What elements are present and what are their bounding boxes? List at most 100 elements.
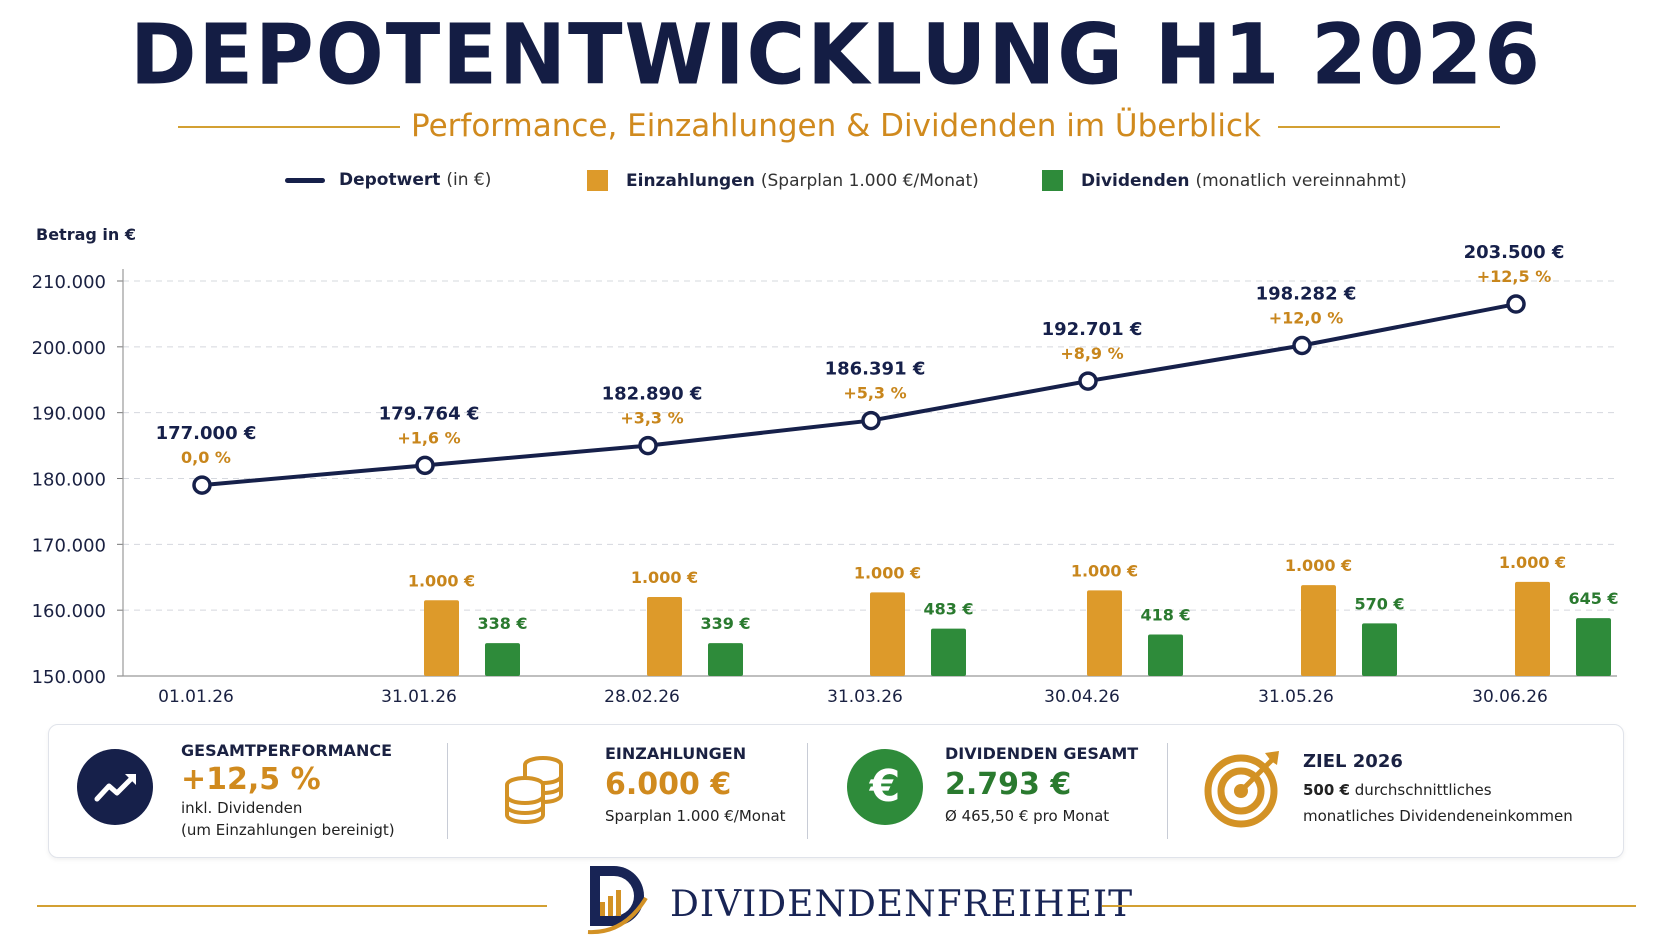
einzahlung-bar-label: 1.000 € (1285, 556, 1352, 575)
logo-icon (584, 862, 654, 938)
target-icon (1201, 745, 1287, 831)
trend-up-icon (77, 749, 153, 825)
footer-divider-left (37, 905, 547, 907)
depotwert-pct-label: +1,6 % (397, 428, 460, 447)
card-deposits: EINZAHLUNGEN 6.000 € Sparplan 1.000 €/Mo… (449, 725, 809, 857)
depotwert-pct-label: +3,3 % (620, 409, 683, 428)
page-subtitle: Performance, Einzahlungen & Dividenden i… (411, 108, 1261, 144)
coins-icon (495, 749, 575, 829)
einzahlung-bar (870, 592, 905, 676)
x-tick-label: 31.03.26 (827, 687, 903, 707)
card-dividends: € DIVIDENDEN GESAMT 2.793 € Ø 465,50 € p… (809, 725, 1169, 857)
dividende-bar-label: 418 € (1140, 606, 1190, 625)
legend-line-swatch (285, 177, 325, 183)
svg-text:€: € (869, 761, 901, 812)
x-tick-label: 30.04.26 (1044, 687, 1120, 707)
goal-value: 500 € (1303, 781, 1350, 799)
x-tick-label: 28.02.26 (604, 687, 680, 707)
card-goal: ZIEL 2026 500 € durchschnittliches monat… (1169, 725, 1623, 857)
y-tick-label: 160.000 (32, 601, 106, 622)
einzahlung-bar-label: 1.000 € (1071, 561, 1138, 580)
legend-einzahlungen: Einzahlungen (Sparplan 1.000 €/Monat) (587, 170, 979, 191)
legend-gold-swatch (587, 170, 608, 191)
depotwert-value-label: 182.890 € (602, 384, 703, 405)
dividende-bar-label: 338 € (477, 614, 527, 633)
einzahlung-bar (647, 597, 682, 676)
depotwert-value-label: 192.701 € (1042, 319, 1143, 340)
depotwert-point (192, 475, 212, 495)
performance-sub1: inkl. Dividenden (181, 799, 303, 817)
x-tick-label: 30.06.26 (1472, 687, 1548, 707)
legend-label: Dividenden (1081, 170, 1190, 191)
y-tick-label: 190.000 (32, 404, 106, 425)
summary-separator (807, 743, 808, 839)
deposits-sub: Sparplan 1.000 €/Monat (605, 807, 786, 825)
summary-separator (1167, 743, 1168, 839)
einzahlung-bar-label: 1.000 € (408, 571, 475, 590)
legend-desc: (Sparplan 1.000 €/Monat) (760, 170, 979, 191)
einzahlung-bar-label: 1.000 € (1499, 553, 1566, 572)
y-axis-label: Betrag in € (36, 225, 136, 244)
performance-sub2: (um Einzahlungen bereinigt) (181, 821, 395, 839)
goal-sub2: monatliches Dividendeneinkommen (1303, 807, 1573, 825)
footer-divider-right (1102, 905, 1636, 907)
dividende-bar (708, 643, 743, 676)
y-tick-label: 150.000 (32, 667, 106, 688)
depotwert-point (1506, 294, 1526, 314)
depotwert-value-label: 179.764 € (379, 403, 480, 424)
legend-desc: (monatlich vereinnahmt) (1195, 170, 1407, 191)
dividende-bar (1362, 623, 1397, 676)
depotwert-point (861, 410, 881, 431)
dividende-bar-label: 570 € (1354, 594, 1404, 613)
einzahlung-bar (424, 600, 459, 676)
page-title: DEPOTENTWICKLUNG H1 2026 (130, 5, 1542, 104)
brand-name: DIVIDENDENFREIHEIT (670, 884, 1134, 925)
card-performance: GESAMTPERFORMANCE +12,5 % inkl. Dividend… (49, 725, 459, 857)
depotwert-value-label: 198.282 € (1256, 284, 1357, 305)
subtitle-divider-left (178, 126, 400, 128)
legend-label: Einzahlungen (626, 170, 755, 191)
x-tick-label: 01.01.26 (158, 687, 234, 707)
euro-icon: € (847, 749, 923, 825)
summary-panel: GESAMTPERFORMANCE +12,5 % inkl. Dividend… (48, 724, 1624, 858)
goal-sub1-text: durchschnittliches (1354, 781, 1492, 799)
y-tick-label: 170.000 (32, 535, 106, 556)
dividends-value: 2.793 € (945, 767, 1072, 802)
dividends-sub: Ø 465,50 € pro Monat (945, 807, 1110, 825)
legend-depotwert: Depotwert (in €) (285, 170, 491, 190)
depotwert-pct-label: +12,0 % (1269, 309, 1343, 328)
depotwert-point (1292, 335, 1312, 356)
goal-label: ZIEL 2026 (1303, 751, 1403, 772)
y-tick-label: 200.000 (32, 338, 106, 359)
summary-separator (447, 743, 448, 839)
depotwert-value-label: 186.391 € (825, 359, 926, 380)
x-tick-label: 31.01.26 (381, 687, 457, 707)
legend-green-swatch (1042, 170, 1063, 191)
y-tick-label: 210.000 (32, 272, 106, 293)
chart-legend: Depotwert (in €) Einzahlungen (Sparplan … (0, 170, 1672, 200)
dividende-bar-label: 483 € (923, 600, 973, 619)
depotwert-value-label: 203.500 € (1464, 242, 1565, 263)
dividende-bar (1148, 634, 1183, 676)
dividende-bar (485, 643, 520, 676)
legend-label: Depotwert (339, 170, 441, 190)
x-tick-label: 31.05.26 (1258, 687, 1334, 707)
goal-sub1: 500 € durchschnittliches (1303, 779, 1492, 801)
dividende-bar-label: 339 € (700, 614, 750, 633)
depotwert-point (638, 435, 658, 456)
einzahlung-bar-label: 1.000 € (631, 568, 698, 587)
depotwert-pct-label: +12,5 % (1477, 267, 1551, 286)
dividende-bar (931, 628, 966, 676)
performance-value: +12,5 % (181, 762, 321, 797)
legend-dividenden: Dividenden (monatlich vereinnahmt) (1042, 170, 1407, 191)
depotwert-pct-label: 0,0 % (181, 448, 231, 467)
dividends-label: DIVIDENDEN GESAMT (945, 744, 1139, 763)
einzahlung-bar (1087, 590, 1122, 676)
subtitle-divider-right (1278, 126, 1500, 128)
depotwert-pct-label: +8,9 % (1060, 344, 1123, 363)
einzahlung-bar-label: 1.000 € (854, 563, 921, 582)
deposits-label: EINZAHLUNGEN (605, 744, 747, 763)
deposits-value: 6.000 € (605, 767, 732, 802)
chart-area: Betrag in € 150.000 160.000 170.000 180.000 1… (32, 225, 1619, 707)
depotwert-point (1078, 371, 1098, 391)
